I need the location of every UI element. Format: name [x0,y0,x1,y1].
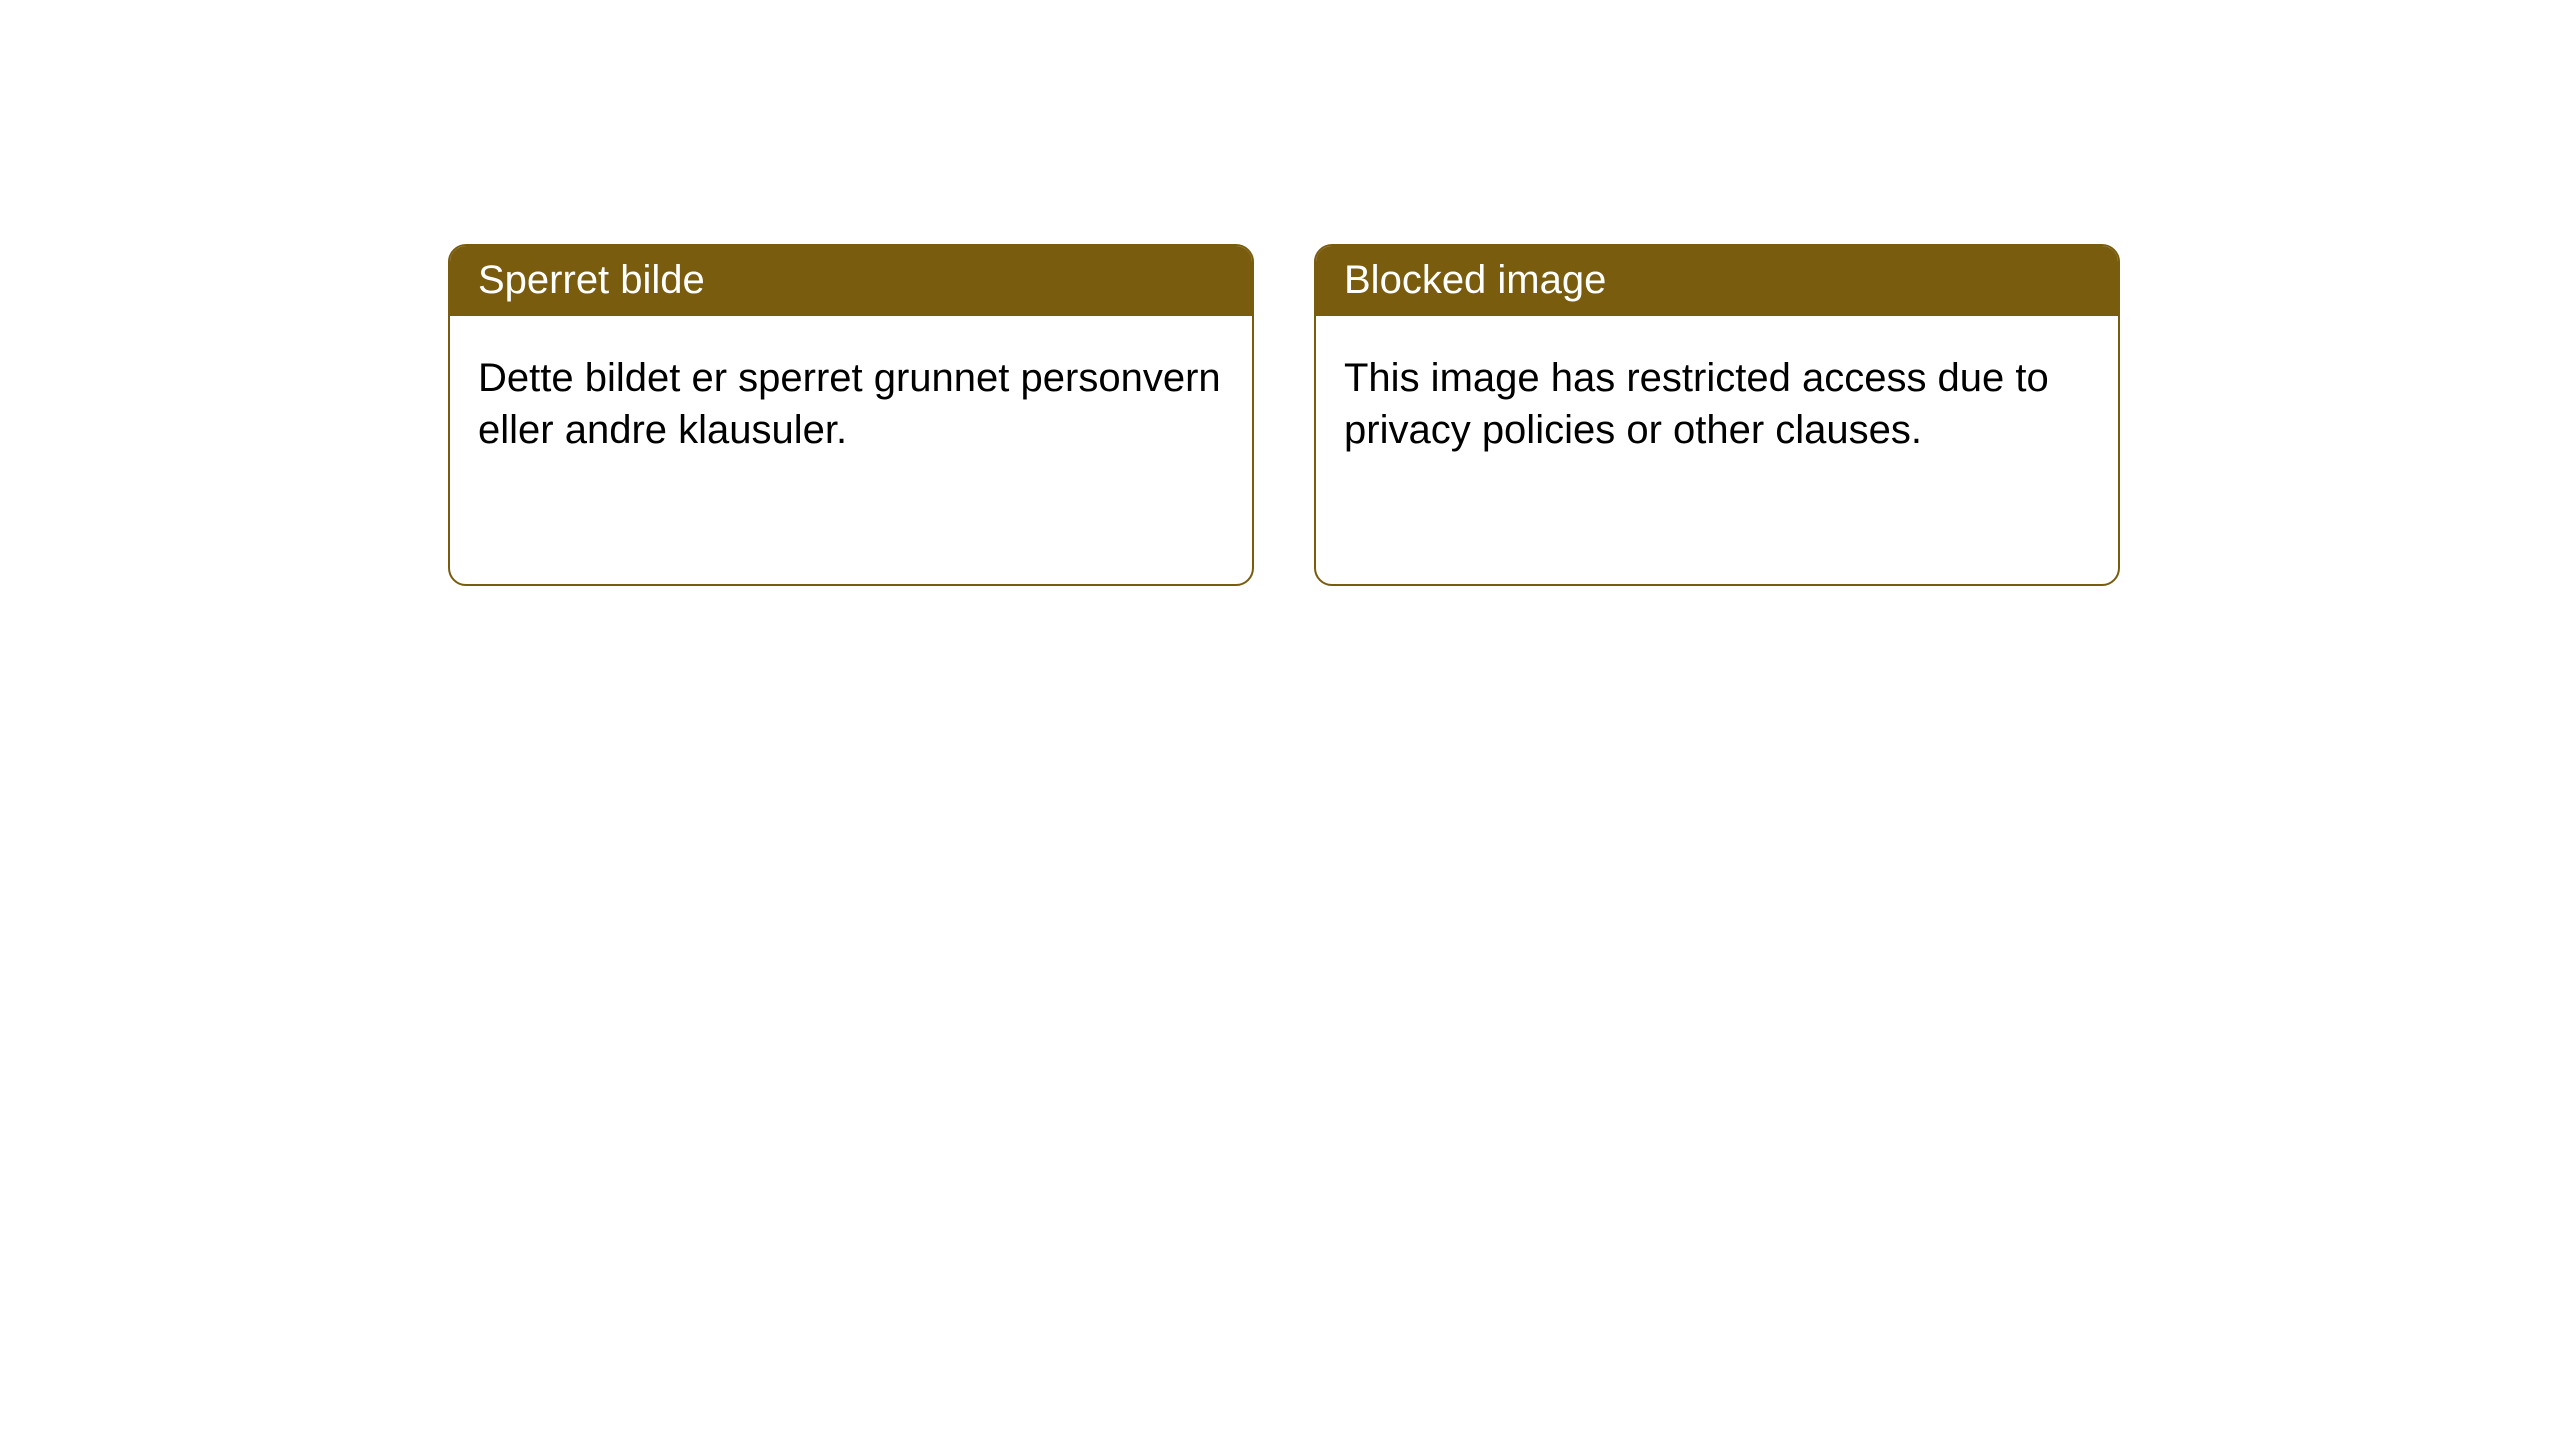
notice-header-text: Sperret bilde [478,258,705,302]
notice-header: Blocked image [1316,246,2118,316]
notice-body: Dette bildet er sperret grunnet personve… [450,316,1252,584]
notice-container: Sperret bilde Dette bildet er sperret gr… [0,0,2560,586]
notice-header-text: Blocked image [1344,258,1606,302]
notice-body: This image has restricted access due to … [1316,316,2118,584]
notice-header: Sperret bilde [450,246,1252,316]
notice-body-text: Dette bildet er sperret grunnet personve… [478,352,1224,456]
notice-card-norwegian: Sperret bilde Dette bildet er sperret gr… [448,244,1254,586]
notice-body-text: This image has restricted access due to … [1344,352,2090,456]
notice-card-english: Blocked image This image has restricted … [1314,244,2120,586]
